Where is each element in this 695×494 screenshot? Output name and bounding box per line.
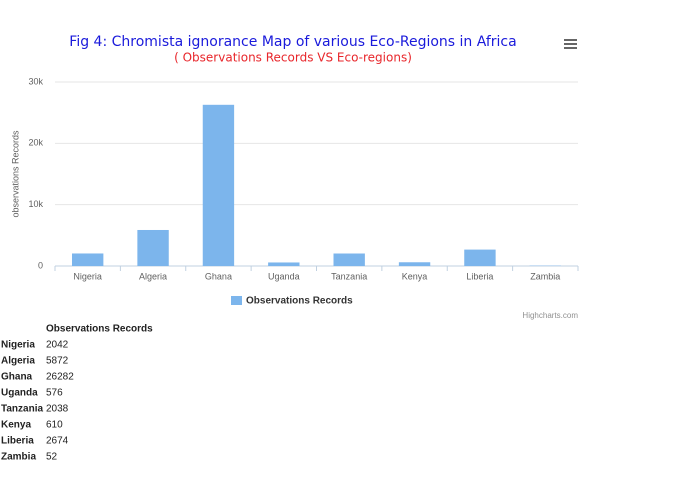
bar	[268, 262, 300, 266]
table-cell: 26282	[46, 372, 74, 383]
table-row-label: Liberia	[1, 436, 34, 447]
table-row-label: Kenya	[1, 420, 31, 431]
y-axis-title: observations Records	[10, 130, 20, 218]
x-tick-label: Nigeria	[73, 271, 102, 281]
table-row-label: Algeria	[1, 356, 35, 367]
x-tick-label: Tanzania	[331, 271, 367, 281]
legend-label: Observations Records	[246, 296, 353, 307]
table-cell: 52	[46, 452, 58, 463]
x-tick-label: Kenya	[402, 271, 428, 281]
chart-title: Fig 4: Chromista ignorance Map of variou…	[69, 34, 516, 50]
table-cell: 576	[46, 388, 63, 399]
y-tick-label: 20k	[28, 138, 43, 148]
bar	[398, 262, 431, 266]
bar	[202, 104, 235, 266]
table-cell: 2038	[46, 404, 69, 415]
bar	[71, 253, 104, 266]
menu-bar	[564, 39, 577, 41]
table-row-label: Uganda	[1, 388, 38, 399]
menu-button[interactable]	[564, 39, 577, 49]
table-row-label: Zambia	[1, 452, 36, 463]
legend-swatch	[231, 296, 242, 305]
bar	[137, 229, 169, 266]
table-cell: 2674	[46, 436, 69, 447]
table-header: Observations Records	[46, 324, 153, 335]
credits[interactable]: Highcharts.com	[522, 311, 578, 320]
menu-bar	[564, 43, 577, 45]
x-tick-label: Algeria	[139, 271, 167, 281]
menu-bar	[564, 47, 577, 49]
table-row-label: Tanzania	[1, 404, 43, 415]
x-tick-label: Zambia	[530, 271, 560, 281]
y-tick-label: 0	[38, 260, 43, 270]
x-tick-label: Uganda	[268, 271, 300, 281]
table-row-label: Nigeria	[1, 340, 35, 351]
chart-subtitle: ( Observations Records VS Eco-regions)	[174, 51, 412, 65]
table-cell: 2042	[46, 340, 69, 351]
bar	[464, 249, 496, 266]
x-tick-label: Ghana	[205, 271, 232, 281]
bar	[333, 253, 365, 266]
y-tick-label: 30k	[28, 76, 43, 86]
x-tick-label: Liberia	[466, 271, 493, 281]
table-row-label: Ghana	[1, 372, 33, 383]
table-cell: 610	[46, 420, 63, 431]
y-tick-label: 10k	[28, 199, 43, 209]
table-cell: 5872	[46, 356, 69, 367]
